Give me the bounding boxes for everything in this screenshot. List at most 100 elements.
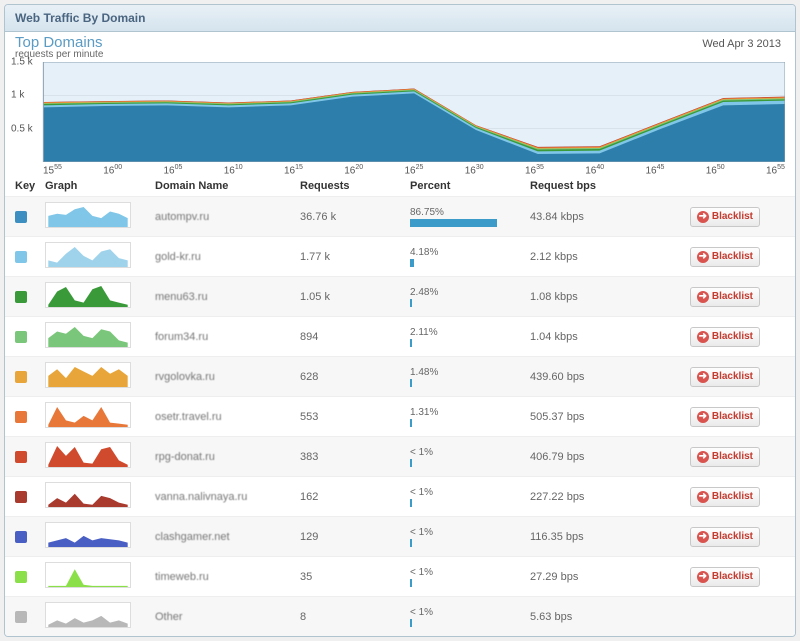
- domain-name: Other: [155, 611, 183, 623]
- percent-label: 1.48%: [410, 367, 530, 378]
- key-swatch: [15, 331, 27, 343]
- bps-value: 1.04 kbps: [530, 331, 670, 343]
- blacklist-label: Blacklist: [712, 531, 753, 542]
- blacklist-label: Blacklist: [712, 571, 753, 582]
- bps-value: 227.22 bps: [530, 491, 670, 503]
- main-chart: 0.5 k1 k1.5 k: [15, 62, 785, 162]
- blacklist-label: Blacklist: [712, 211, 753, 222]
- percent-bar: [410, 459, 412, 467]
- percent-bar: [410, 259, 414, 267]
- requests-value: 1.77 k: [300, 251, 410, 263]
- blacklist-label: Blacklist: [712, 491, 753, 502]
- blacklist-button[interactable]: ➜Blacklist: [690, 407, 760, 427]
- blacklist-button[interactable]: ➜Blacklist: [690, 367, 760, 387]
- key-swatch: [15, 451, 27, 463]
- key-swatch: [15, 211, 27, 223]
- arrow-right-icon: ➜: [697, 211, 709, 223]
- col-action: [670, 180, 760, 192]
- arrow-right-icon: ➜: [697, 251, 709, 263]
- bps-value: 5.63 bps: [530, 611, 670, 623]
- blacklist-button[interactable]: ➜Blacklist: [690, 327, 760, 347]
- bps-value: 406.79 bps: [530, 451, 670, 463]
- domain-name: rvgolovka.ru: [155, 371, 215, 383]
- table-row: forum34.ru8942.11%1.04 kbps➜Blacklist: [5, 316, 795, 356]
- chart-date: Wed Apr 3 2013: [702, 38, 785, 50]
- chart-section: Top Domains requests per minute Wed Apr …: [5, 32, 795, 176]
- requests-value: 162: [300, 491, 410, 503]
- col-req: Requests: [300, 180, 410, 192]
- table-row: autompv.ru 36.76 k86.75%43.84 kbps ➜Blackl…: [5, 196, 795, 236]
- percent-label: 86.75%: [410, 207, 530, 218]
- key-swatch: [15, 291, 27, 303]
- requests-value: 129: [300, 531, 410, 543]
- sparkline: [45, 602, 131, 628]
- requests-value: 553: [300, 411, 410, 423]
- sparkline: [45, 562, 131, 588]
- table-row: menu63.ru 1.05 k2.48%1.08 kbps ➜Blacklist: [5, 276, 795, 316]
- col-bps: Request bps: [530, 180, 670, 192]
- percent-bar: [410, 579, 412, 587]
- table-row: rpg-donat.ru383< 1%406.79 bps➜Blacklist: [5, 436, 795, 476]
- requests-value: 36.76 k: [300, 211, 410, 223]
- sparkline: [45, 242, 131, 268]
- requests-value: 1.05 k: [300, 291, 410, 303]
- bps-value: 1.08 kbps: [530, 291, 670, 303]
- percent-bar: [410, 299, 412, 307]
- arrow-right-icon: ➜: [697, 411, 709, 423]
- percent-bar: [410, 539, 412, 547]
- requests-value: 8: [300, 611, 410, 623]
- col-domain: Domain Name: [155, 180, 300, 192]
- sparkline: [45, 202, 131, 228]
- arrow-right-icon: ➜: [697, 331, 709, 343]
- arrow-right-icon: ➜: [697, 571, 709, 583]
- col-pct: Percent: [410, 180, 530, 192]
- requests-value: 628: [300, 371, 410, 383]
- table-row: clashgamer.net129< 1%116.35 bps➜Blacklis…: [5, 516, 795, 556]
- arrow-right-icon: ➜: [697, 491, 709, 503]
- key-swatch: [15, 411, 27, 423]
- arrow-right-icon: ➜: [697, 291, 709, 303]
- domain-name: autompv.ru: [155, 211, 209, 223]
- requests-value: 35: [300, 571, 410, 583]
- percent-label: < 1%: [410, 607, 530, 618]
- bps-value: 43.84 kbps: [530, 211, 670, 223]
- percent-label: < 1%: [410, 527, 530, 538]
- panel-header: Web Traffic By Domain: [5, 5, 795, 32]
- blacklist-button[interactable]: ➜Blacklist: [690, 247, 760, 267]
- percent-bar: [410, 419, 412, 427]
- domain-table: Key Graph Domain Name Requests Percent R…: [5, 176, 795, 636]
- blacklist-label: Blacklist: [712, 331, 753, 342]
- table-row: osetr.travel.ru5531.31%505.37 bps➜Blackl…: [5, 396, 795, 436]
- blacklist-button[interactable]: ➜Blacklist: [690, 487, 760, 507]
- blacklist-button[interactable]: ➜Blacklist: [690, 527, 760, 547]
- blacklist-button[interactable]: ➜Blacklist: [690, 207, 760, 227]
- sparkline: [45, 522, 131, 548]
- table-header: Key Graph Domain Name Requests Percent R…: [5, 176, 795, 196]
- sparkline: [45, 362, 131, 388]
- arrow-right-icon: ➜: [697, 531, 709, 543]
- key-swatch: [15, 371, 27, 383]
- blacklist-label: Blacklist: [712, 451, 753, 462]
- panel-title: Web Traffic By Domain: [15, 11, 785, 25]
- bps-value: 505.37 bps: [530, 411, 670, 423]
- percent-label: < 1%: [410, 447, 530, 458]
- bps-value: 27.29 bps: [530, 571, 670, 583]
- table-row: rvgolovka.ru6281.48%439.60 bps➜Blacklist: [5, 356, 795, 396]
- domain-name: menu63.ru: [155, 291, 208, 303]
- sparkline: [45, 442, 131, 468]
- sparkline: [45, 282, 131, 308]
- bps-value: 116.35 bps: [530, 531, 670, 543]
- percent-label: < 1%: [410, 487, 530, 498]
- table-row: timeweb.ru35< 1%27.29 bps➜Blacklist: [5, 556, 795, 596]
- blacklist-button[interactable]: ➜Blacklist: [690, 447, 760, 467]
- blacklist-button[interactable]: ➜Blacklist: [690, 287, 760, 307]
- percent-label: 4.18%: [410, 247, 530, 258]
- key-swatch: [15, 611, 27, 623]
- domain-name: gold-kr.ru: [155, 251, 201, 263]
- percent-label: 2.48%: [410, 287, 530, 298]
- traffic-panel: Web Traffic By Domain Top Domains reques…: [4, 4, 796, 637]
- col-key: Key: [15, 180, 45, 192]
- blacklist-label: Blacklist: [712, 291, 753, 302]
- arrow-right-icon: ➜: [697, 371, 709, 383]
- blacklist-button[interactable]: ➜Blacklist: [690, 567, 760, 587]
